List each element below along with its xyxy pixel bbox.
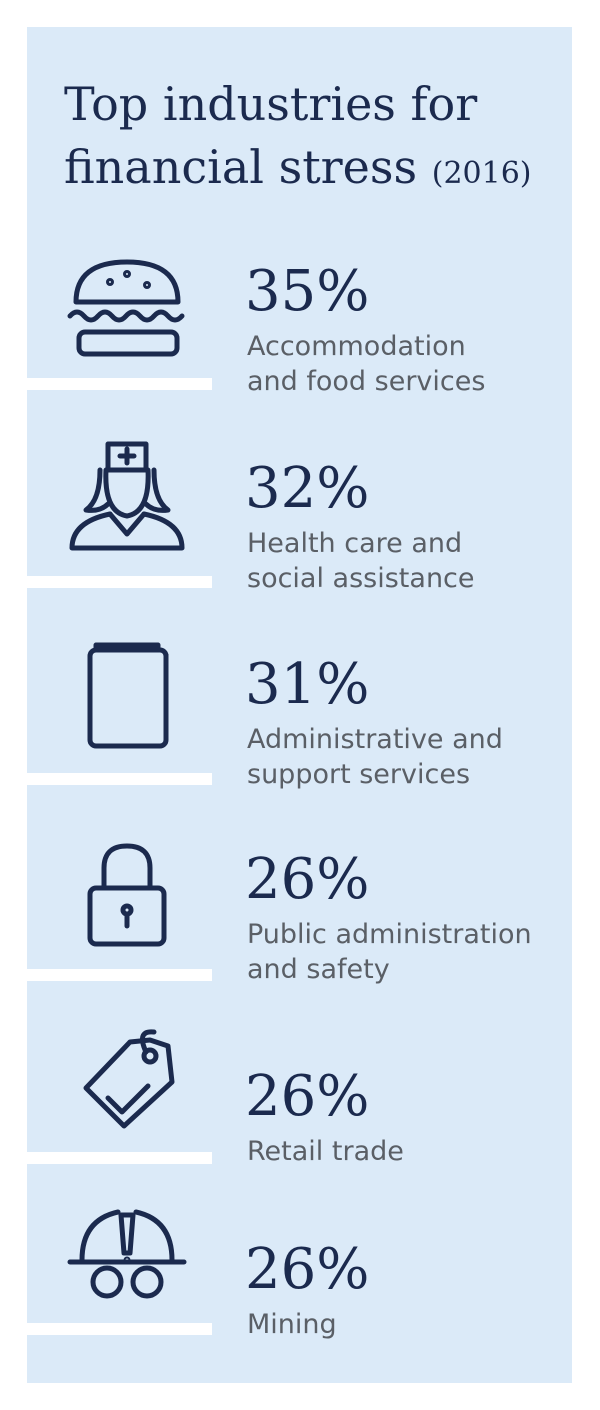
helmet-icon: [67, 1209, 187, 1299]
title-year: (2016): [432, 156, 532, 191]
burger-icon: [67, 259, 185, 357]
lock-icon: [87, 843, 167, 947]
title-text: financial stress: [64, 140, 417, 194]
white-bars: [27, 378, 212, 1335]
industry-label: Retail trade: [247, 1136, 404, 1167]
nurse-icon: [69, 441, 185, 551]
industry-label: Administrative and: [247, 724, 503, 755]
percent: 26%: [245, 847, 369, 912]
percent: 35%: [245, 259, 369, 324]
items: 35% Accommodation and food services 32% Heal…: [245, 259, 532, 1340]
industry-label: support services: [247, 759, 470, 790]
tag-icon: [83, 1029, 175, 1129]
industry-label: and food services: [247, 366, 485, 397]
industry-label: Mining: [247, 1309, 337, 1340]
percent: 32%: [245, 456, 369, 521]
percent: 26%: [245, 1237, 369, 1302]
industry-label: social assistance: [247, 563, 475, 594]
percent: 26%: [245, 1064, 369, 1129]
industry-label: Accommodation: [247, 331, 466, 362]
industry-label: Health care and: [247, 528, 462, 559]
percent: 31%: [245, 652, 369, 717]
industry-label: and safety: [247, 954, 390, 985]
title: financial stress (2016): [64, 140, 532, 194]
book-icon: [87, 642, 169, 749]
title: Top industries for: [64, 77, 477, 131]
industry-label: Public administration: [247, 919, 532, 950]
